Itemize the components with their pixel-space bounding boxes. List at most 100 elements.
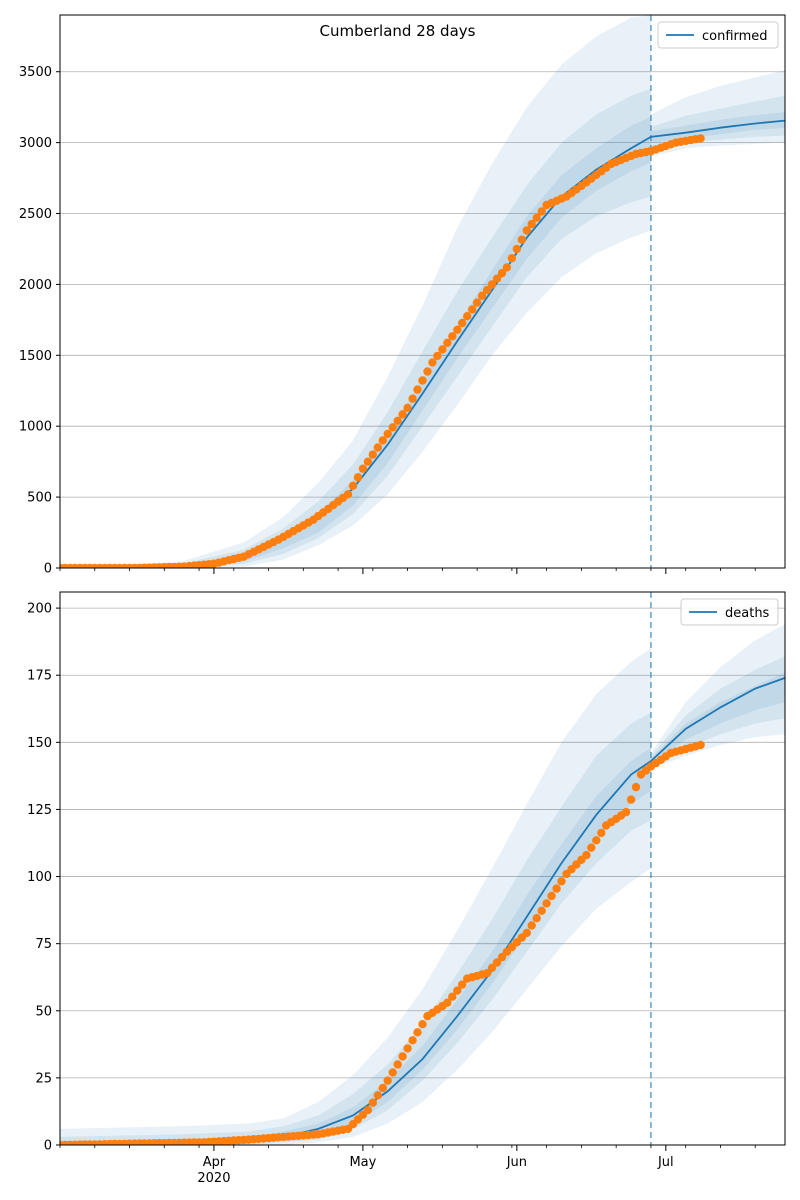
forecast-band-middle — [650, 95, 785, 149]
data-point — [482, 285, 492, 295]
forecast-band-outer — [650, 624, 785, 770]
data-point — [482, 969, 492, 978]
legend: deaths — [680, 598, 779, 626]
data-point — [358, 464, 368, 473]
data-point — [418, 1019, 427, 1029]
y-tick-label: 175 — [27, 669, 52, 684]
data-point — [626, 795, 636, 804]
y-tick-label: 3000 — [19, 136, 52, 151]
data-point — [696, 134, 705, 143]
y-tick-label: 200 — [27, 602, 52, 617]
data-point — [363, 457, 373, 466]
data-point — [378, 436, 387, 445]
data-point — [343, 490, 353, 499]
data-point — [517, 235, 526, 244]
data-point — [458, 318, 467, 328]
y-tick-label: 1000 — [19, 420, 52, 435]
data-point — [403, 1044, 412, 1053]
data-point — [477, 291, 487, 300]
data-point — [587, 843, 596, 852]
legend-box — [657, 21, 779, 49]
band-middle — [60, 88, 651, 568]
data-point — [448, 332, 457, 341]
plot-area — [60, 592, 785, 1145]
y-tick-label: 50 — [35, 1004, 52, 1019]
x-tick-label: May — [349, 1155, 376, 1170]
data-point — [522, 226, 531, 235]
forecast-band-middle — [650, 656, 785, 767]
data-point — [547, 891, 556, 901]
data-point — [502, 263, 512, 272]
x-tick-sublabel: 2020 — [197, 1171, 230, 1186]
data-point — [438, 345, 447, 354]
data-point — [433, 351, 442, 361]
data-point — [537, 906, 546, 915]
band-outer — [60, 15, 651, 568]
data-point — [423, 367, 432, 376]
data-point — [472, 298, 482, 307]
data-point — [448, 992, 457, 1001]
data-point — [532, 914, 541, 923]
data-point — [393, 416, 402, 425]
data-point — [398, 1052, 407, 1061]
data-point — [413, 385, 422, 394]
x-tick-label: Jul — [657, 1155, 674, 1170]
data-point — [522, 928, 531, 938]
data-point — [383, 429, 392, 439]
data-point — [621, 807, 631, 817]
data-point — [453, 325, 462, 334]
y-tick-label: 500 — [27, 491, 52, 506]
data-point — [527, 219, 536, 229]
data-point — [408, 1036, 417, 1045]
x-tick-label: Apr — [203, 1155, 226, 1170]
data-point — [353, 473, 363, 482]
chart-title: Cumberland 28 days — [320, 22, 476, 40]
data-point — [527, 921, 536, 930]
data-point — [403, 403, 412, 412]
data-point — [393, 1060, 402, 1069]
data-point — [443, 338, 452, 347]
y-tick-label: 3500 — [19, 65, 52, 80]
data-point — [557, 877, 566, 886]
legend-box — [680, 598, 779, 626]
legend-label: deaths — [725, 606, 770, 621]
plot-area — [60, 15, 785, 568]
data-point — [497, 952, 507, 962]
data-point — [468, 305, 477, 314]
data-point — [597, 828, 606, 838]
data-point — [388, 1068, 397, 1077]
y-tick-label: 2500 — [19, 207, 52, 222]
y-tick-label: 75 — [35, 937, 52, 952]
data-point — [373, 443, 382, 452]
data-point — [592, 836, 601, 845]
data-point — [453, 986, 462, 995]
x-tick-label: Jun — [506, 1155, 527, 1170]
y-tick-label: 100 — [27, 870, 52, 885]
legend: confirmed — [657, 21, 779, 49]
data-point — [458, 980, 467, 989]
data-point — [413, 1028, 422, 1037]
data-point — [368, 450, 377, 459]
y-tick-label: 1500 — [19, 349, 52, 364]
data-point — [537, 207, 546, 216]
data-point — [388, 423, 397, 432]
data-point — [492, 274, 502, 283]
band-inner — [60, 117, 651, 568]
data-point — [383, 1076, 392, 1085]
data-point — [487, 963, 497, 972]
y-tick-label: 2000 — [19, 278, 52, 293]
data-point — [552, 884, 561, 893]
y-tick-label: 25 — [35, 1071, 52, 1086]
axes-frame — [59, 591, 786, 1146]
data-point — [398, 410, 407, 419]
data-point — [368, 1098, 377, 1107]
data-point — [532, 213, 541, 222]
data-point — [631, 782, 641, 792]
data-point — [497, 268, 507, 278]
data-point — [582, 850, 591, 860]
y-tick-label: 0 — [44, 1139, 52, 1154]
data-point — [348, 481, 358, 490]
data-point — [487, 280, 497, 289]
